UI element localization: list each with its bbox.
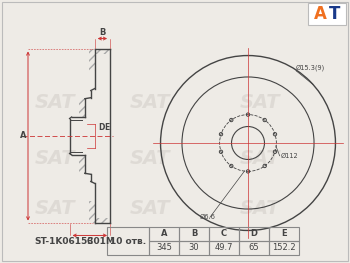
Text: Ø112: Ø112 [281,153,299,159]
Bar [269,227,299,241]
Bar [149,241,179,255]
Text: C: C [221,230,227,239]
Text: SAT: SAT [130,149,170,168]
Bar [107,227,149,255]
Text: B: B [99,28,106,37]
Text: 49.7: 49.7 [215,244,233,252]
Text: E: E [104,124,109,133]
Bar [239,241,269,255]
Text: SAT: SAT [240,149,280,168]
Bar [79,155,85,173]
Text: A: A [20,132,26,140]
Bar [209,241,239,255]
Text: D: D [251,230,258,239]
Text: ST-1K0615301M: ST-1K0615301M [35,236,116,245]
Bar [149,227,179,241]
Text: SAT: SAT [130,94,170,113]
Text: 65: 65 [249,244,259,252]
Bar [95,49,110,54]
Bar [89,201,95,224]
Text: 152.2: 152.2 [272,244,296,252]
Bar [209,227,239,241]
Text: 30: 30 [189,244,199,252]
Text: SAT: SAT [35,149,75,168]
Text: C: C [87,237,93,246]
Text: SAT: SAT [35,199,75,218]
Bar [95,218,110,224]
Text: SAT: SAT [240,94,280,113]
Bar [79,99,85,117]
Bar [269,241,299,255]
Bar [179,241,209,255]
Text: Ø6.6: Ø6.6 [200,214,216,220]
Text: A: A [314,5,327,23]
Text: E: E [281,230,287,239]
Text: D: D [98,124,104,133]
Text: 345: 345 [156,244,172,252]
Text: T: T [329,5,341,23]
Bar [308,3,346,25]
Text: B: B [191,230,197,239]
Bar [89,49,95,70]
Text: Ø15.3(9): Ø15.3(9) [296,64,326,71]
Text: SAT: SAT [130,199,170,218]
Text: 10 отв.: 10 отв. [110,236,146,245]
Bar [239,227,269,241]
Text: SAT: SAT [240,199,280,218]
Bar [179,227,209,241]
Text: SAT: SAT [35,94,75,113]
Text: A: A [161,230,167,239]
